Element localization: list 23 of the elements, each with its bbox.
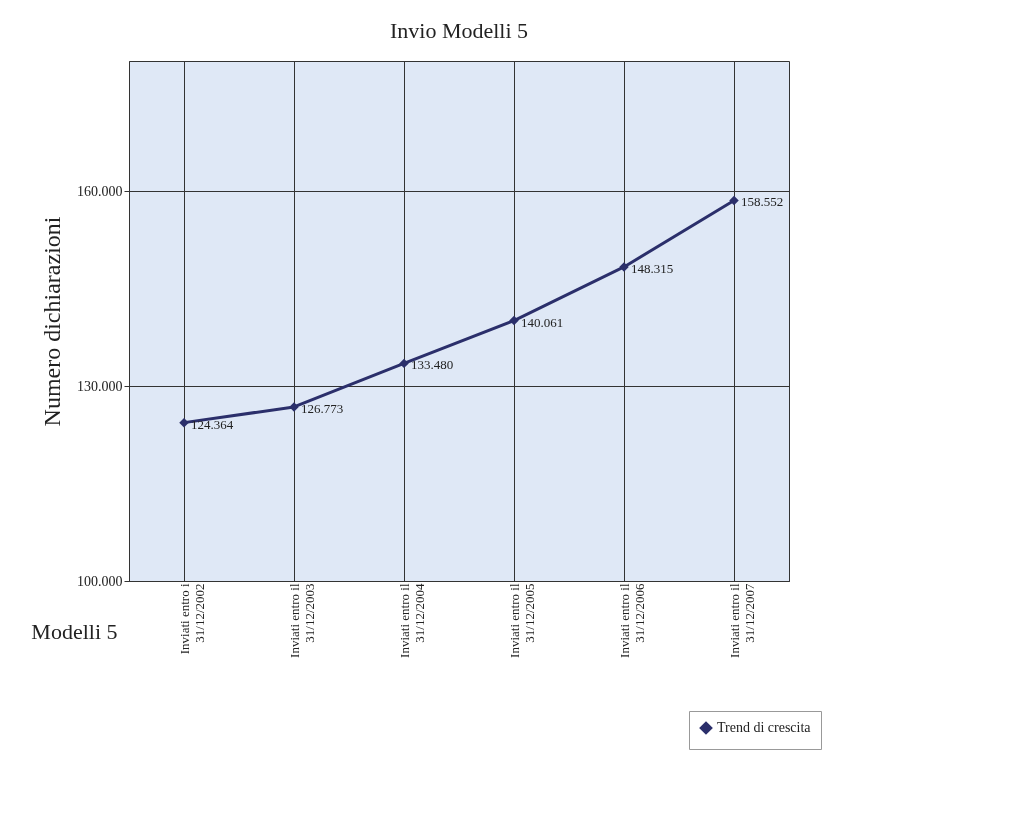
x-tick-label: Inviati entro il 31/12/2006 <box>616 583 647 658</box>
legend-label: Trend di crescita <box>717 720 812 735</box>
point <box>399 358 409 369</box>
x-axis-title: Modelli 5 <box>31 618 118 644</box>
data-label: 126.773 <box>301 400 344 416</box>
y-axis-title: Numero dichiarazioni <box>39 216 65 427</box>
x-tick-label: Inviati entro i 31/12/2002 <box>176 583 207 655</box>
y-tick-label: 130.000 <box>77 378 123 394</box>
x-tick-label: Inviati entro il 31/12/2005 <box>506 583 537 658</box>
point <box>179 417 189 428</box>
y-tick-label: 100.000 <box>77 573 123 589</box>
x-tick-label: Inviati entro il 31/12/2007 <box>726 583 757 658</box>
point <box>509 315 519 326</box>
x-tick-label: Inviati entro il 31/12/2004 <box>396 583 427 658</box>
y-tick-label: 160.000 <box>77 183 123 199</box>
data-label: 140.061 <box>521 314 564 330</box>
chart-title: Invio Modelli 5 <box>389 18 529 43</box>
data-label: 158.552 <box>741 194 784 210</box>
data-label: 148.315 <box>631 260 674 276</box>
data-label: 124.364 <box>191 416 234 432</box>
x-tick-label: Inviati entro il 31/12/2003 <box>286 583 317 658</box>
point <box>729 195 739 206</box>
data-label: 133.480 <box>411 357 454 373</box>
